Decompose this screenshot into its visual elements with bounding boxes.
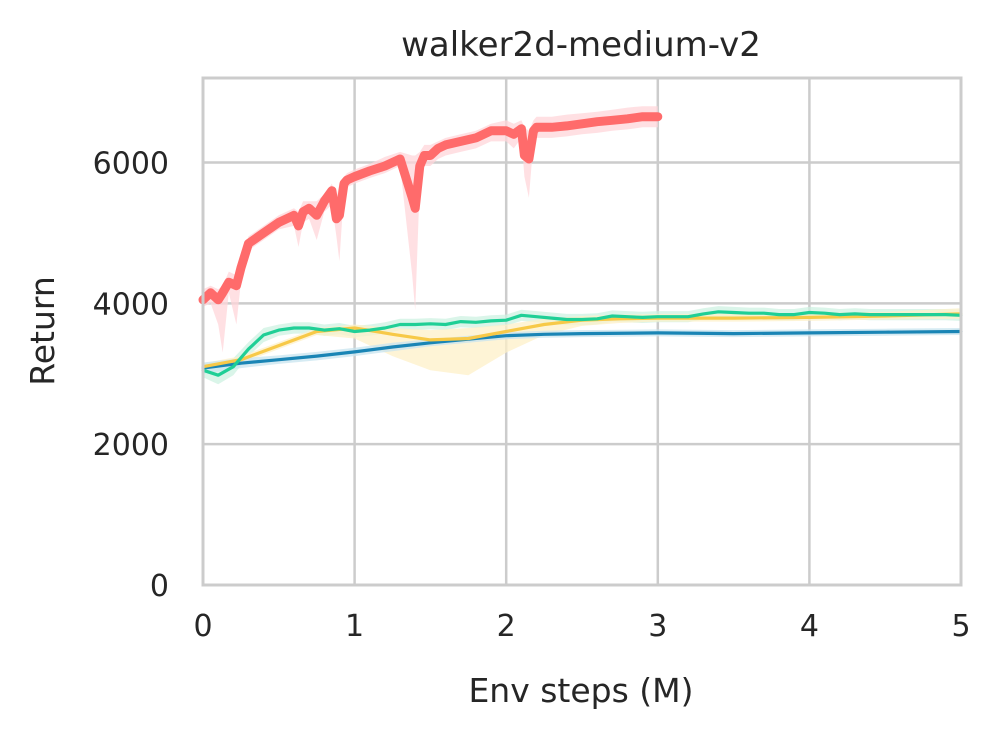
series-3-line (201, 329, 963, 370)
series-2-line (201, 312, 963, 369)
series-lines (198, 112, 963, 377)
x-tick-label: 1 (345, 609, 364, 644)
x-tick-label: 4 (800, 609, 819, 644)
y-axis-label: Return (23, 276, 62, 386)
chart-title: walker2d-medium-v2 (401, 25, 761, 65)
series-0-line (198, 112, 663, 305)
y-tick-label: 0 (150, 569, 169, 604)
plot-frame (201, 76, 963, 587)
x-tick-label: 2 (497, 609, 516, 644)
x-tick-label: 0 (193, 609, 212, 644)
x-tick-label: 5 (951, 609, 970, 644)
y-tick-label: 6000 (93, 147, 169, 182)
y-tick-label: 2000 (93, 428, 169, 463)
x-tick-labels: 0 1 2 3 4 5 (193, 609, 970, 644)
x-tick-label: 3 (648, 609, 667, 644)
y-tick-label: 4000 (93, 287, 169, 322)
series-1-line (201, 310, 963, 377)
x-axis-label: Env steps (M) (468, 671, 693, 710)
y-tick-labels: 0 2000 4000 6000 (93, 147, 169, 605)
